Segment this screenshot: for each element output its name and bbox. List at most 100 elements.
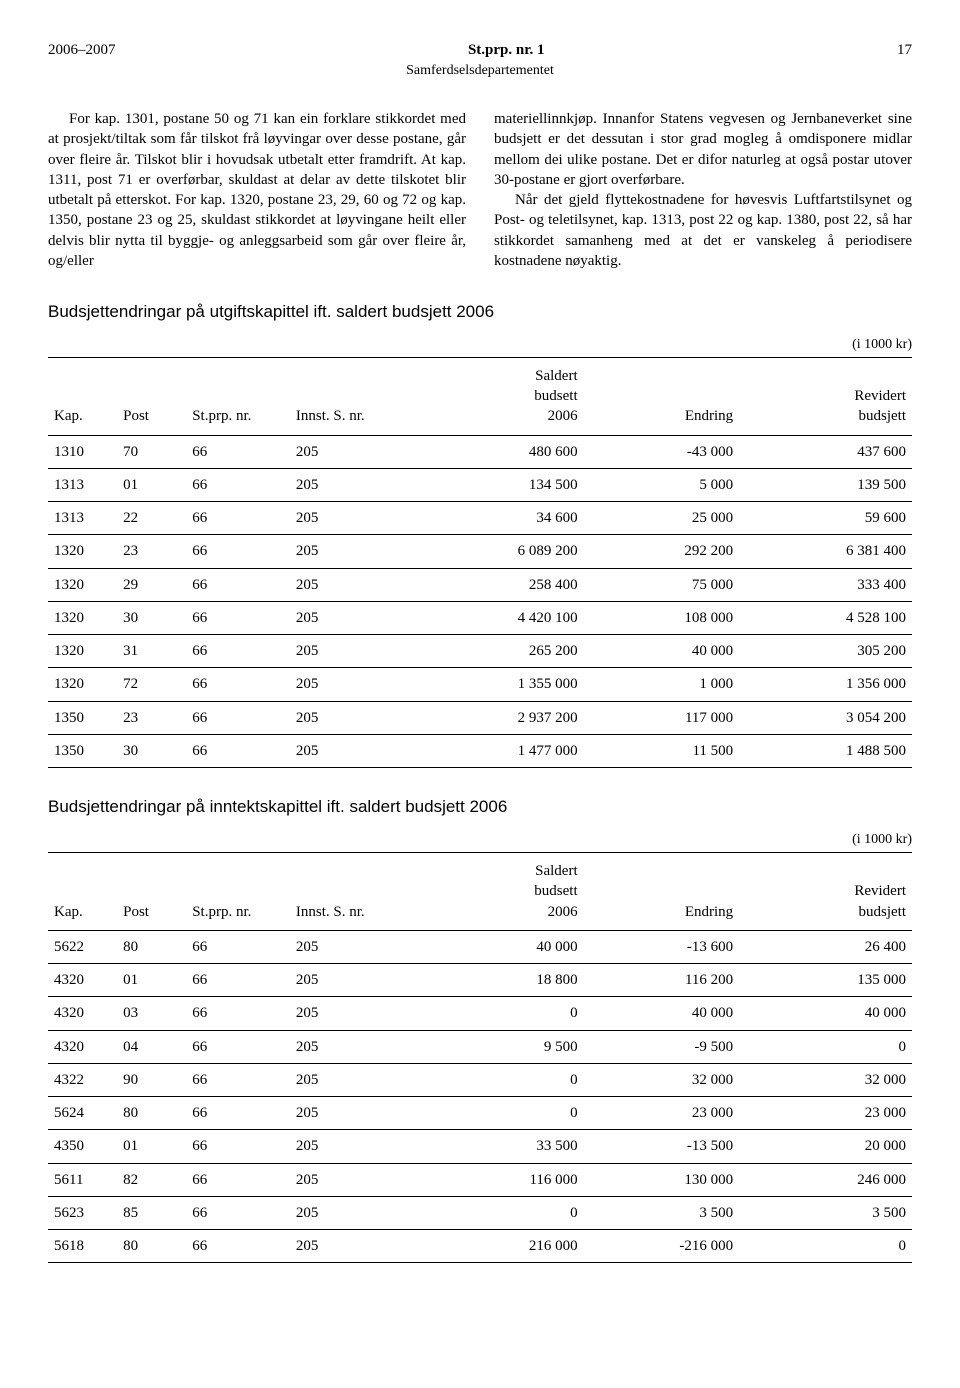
table-cell: 205 [290,502,411,535]
table-cell: 0 [411,1196,584,1229]
table-cell: 1350 [48,701,117,734]
table-cell: 20 000 [739,1130,912,1163]
table-row: 43229066205032 00032 000 [48,1063,912,1096]
table-cell: 66 [186,1130,290,1163]
table-cell: 205 [290,435,411,468]
table-cell: 66 [186,1030,290,1063]
table-cell: 4 528 100 [739,601,912,634]
table-cell: 75 000 [584,568,740,601]
table-cell: 66 [186,1230,290,1263]
table2: Kap. Post St.prp. nr. Innst. S. nr. Sald… [48,852,912,1263]
header-year: 2006–2007 [48,40,116,60]
table-cell: 01 [117,468,186,501]
table-cell: 205 [290,930,411,963]
table-cell: 33 500 [411,1130,584,1163]
table-cell: 30 [117,734,186,767]
table-cell: 25 000 [584,502,740,535]
table-row: 56118266205116 000130 000246 000 [48,1163,912,1196]
table-cell: 205 [290,635,411,668]
table-cell: 480 600 [411,435,584,468]
table-cell: 66 [186,468,290,501]
col-revidert: Revidertbudsjett [739,853,912,931]
table-cell: 116 000 [411,1163,584,1196]
table-cell: 6 089 200 [411,535,584,568]
table-cell: 205 [290,1163,411,1196]
table-cell: 108 000 [584,601,740,634]
table-cell: 66 [186,1063,290,1096]
table-cell: 1350 [48,734,117,767]
col-stprp: St.prp. nr. [186,357,290,435]
table-cell: 40 000 [411,930,584,963]
table-cell: 23 000 [584,1097,740,1130]
table-row: 43200366205040 00040 000 [48,997,912,1030]
table-cell: 66 [186,1097,290,1130]
table-cell: 5622 [48,930,117,963]
table-cell: 5611 [48,1163,117,1196]
table-row: 4320016620518 800116 200135 000 [48,964,912,997]
table-cell: 205 [290,701,411,734]
table-cell: 205 [290,964,411,997]
table-cell: 1 000 [584,668,740,701]
table-cell: 66 [186,568,290,601]
table-cell: 117 000 [584,701,740,734]
table-cell: 292 200 [584,535,740,568]
table-cell: 40 000 [584,997,740,1030]
table-cell: 139 500 [739,468,912,501]
table-cell: 1 488 500 [739,734,912,767]
page-header: 2006–2007 St.prp. nr. 1 17 [48,40,912,60]
table-cell: 216 000 [411,1230,584,1263]
table-cell: 6 381 400 [739,535,912,568]
table-row: 432004662059 500-9 5000 [48,1030,912,1063]
col-endring: Endring [584,853,740,931]
table1-unit: (i 1000 kr) [48,336,912,355]
table-row: 132030662054 420 100108 0004 528 100 [48,601,912,634]
paragraph: materiellinnkjøp. Innanfor Statens vegve… [494,109,912,190]
col-revidert: Revidertbudsjett [739,357,912,435]
table-cell: 246 000 [739,1163,912,1196]
table-cell: 205 [290,1230,411,1263]
table-cell: 3 500 [584,1196,740,1229]
table-row: 13130166205134 5005 000139 500 [48,468,912,501]
table-cell: 205 [290,1097,411,1130]
table-row: 135023662052 937 200117 0003 054 200 [48,701,912,734]
table2-title: Budsjettendringar på inntektskapittel if… [48,796,912,819]
table-cell: 85 [117,1196,186,1229]
col-innst: Innst. S. nr. [290,357,411,435]
col-post: Post [117,357,186,435]
table-cell: 70 [117,435,186,468]
table-cell: 135 000 [739,964,912,997]
table-cell: 01 [117,964,186,997]
col-post: Post [117,853,186,931]
table-cell: 0 [411,997,584,1030]
table-cell: 90 [117,1063,186,1096]
table2-unit: (i 1000 kr) [48,831,912,850]
table-cell: 11 500 [584,734,740,767]
table-row: 5622806620540 000-13 60026 400 [48,930,912,963]
table-cell: 4350 [48,1130,117,1163]
table-cell: 205 [290,1063,411,1096]
table-cell: 1320 [48,601,117,634]
table-cell: 66 [186,535,290,568]
col-stprp: St.prp. nr. [186,853,290,931]
table-cell: 4320 [48,1030,117,1063]
table-cell: 2 937 200 [411,701,584,734]
table-row: 1313226620534 60025 00059 600 [48,502,912,535]
budget-table-income: Kap. Post St.prp. nr. Innst. S. nr. Sald… [48,852,912,1263]
table-cell: 23 [117,535,186,568]
table-cell: 59 600 [739,502,912,535]
table-cell: 82 [117,1163,186,1196]
page-number: 17 [897,40,912,60]
header-title: St.prp. nr. 1 [116,40,898,60]
table-cell: 23 [117,701,186,734]
table-cell: 80 [117,1230,186,1263]
table-cell: 1320 [48,535,117,568]
table-cell: 22 [117,502,186,535]
table-cell: 66 [186,964,290,997]
table-cell: 80 [117,1097,186,1130]
table-cell: 40 000 [584,635,740,668]
table-cell: 5 000 [584,468,740,501]
table-cell: 03 [117,997,186,1030]
table-row: 56248066205023 00023 000 [48,1097,912,1130]
table-cell: 34 600 [411,502,584,535]
table-cell: 66 [186,1196,290,1229]
